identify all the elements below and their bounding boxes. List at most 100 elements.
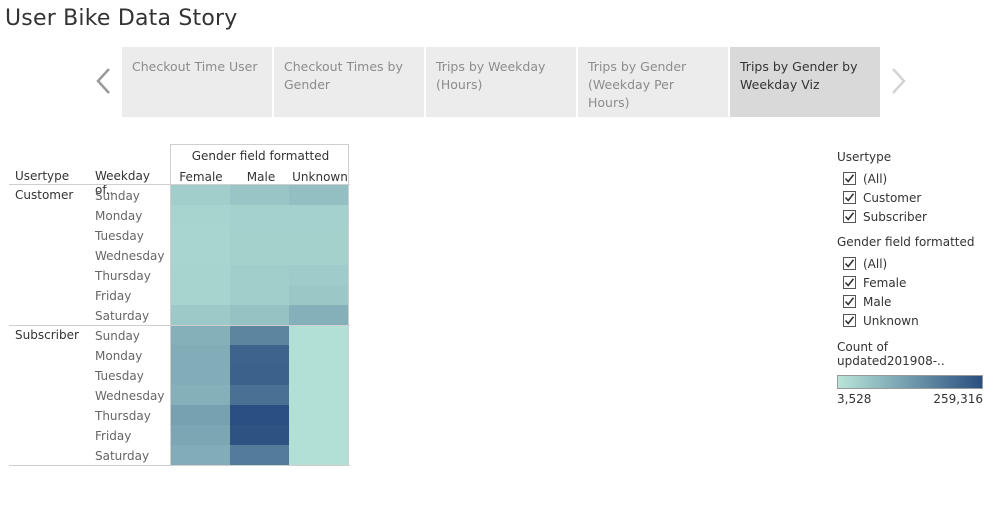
heatmap-cell[interactable] <box>230 185 289 205</box>
weekday-row-label[interactable]: Friday <box>95 429 132 443</box>
color-legend-min: 3,528 <box>837 392 872 406</box>
weekday-row-label[interactable]: Tuesday <box>95 229 144 243</box>
heatmap-cell[interactable] <box>289 245 349 265</box>
heatmap-cell[interactable] <box>230 345 289 365</box>
weekday-row-label[interactable]: Friday <box>95 289 132 303</box>
weekday-row-label[interactable]: Saturday <box>95 449 150 463</box>
heatmap-cell[interactable] <box>289 305 349 325</box>
story-tabs: Checkout Time User Checkout Times by Gend… <box>122 47 880 117</box>
row-header-weekday[interactable]: Weekday of.. <box>95 169 150 197</box>
heatmap-cell[interactable] <box>230 445 289 465</box>
gender-filter-option[interactable]: Male <box>837 292 997 311</box>
heatmap-cell[interactable] <box>170 425 230 445</box>
heatmap-cell[interactable] <box>170 245 230 265</box>
checkmark-icon <box>844 212 855 221</box>
checkbox[interactable] <box>843 191 856 204</box>
checkbox[interactable] <box>843 210 856 223</box>
heatmap-cell[interactable] <box>170 405 230 425</box>
heatmap-cell[interactable] <box>230 325 289 345</box>
heatmap-cell[interactable] <box>230 365 289 385</box>
heatmap-cell[interactable] <box>230 265 289 285</box>
weekday-row-label[interactable]: Wednesday <box>95 389 165 403</box>
heatmap-cell[interactable] <box>170 365 230 385</box>
usertype-filter-option-label: Customer <box>863 190 922 205</box>
usertype-filter-option-label: (All) <box>863 171 888 186</box>
heatmap-cell[interactable] <box>170 185 230 205</box>
story-tab-1[interactable]: Checkout Time User <box>122 47 272 117</box>
checkmark-icon <box>844 297 855 306</box>
heatmap-cell[interactable] <box>289 325 349 345</box>
column-header-female[interactable]: Female <box>179 170 223 184</box>
usertype-filter-option[interactable]: Subscriber <box>837 207 997 226</box>
weekday-row-label[interactable]: Monday <box>95 349 143 363</box>
heatmap-cell[interactable] <box>170 445 230 465</box>
heatmap-cell[interactable] <box>289 345 349 365</box>
heatmap-cell[interactable] <box>289 205 349 225</box>
checkbox[interactable] <box>843 172 856 185</box>
checkbox[interactable] <box>843 314 856 327</box>
weekday-row-label[interactable]: Sunday <box>95 329 140 343</box>
heatmap-cell[interactable] <box>170 285 230 305</box>
heatmap-cell[interactable] <box>289 365 349 385</box>
gender-filter-option[interactable]: Female <box>837 273 997 292</box>
weekday-row-label[interactable]: Thursday <box>95 269 151 283</box>
heatmap-cell[interactable] <box>289 445 349 465</box>
next-story-point-button[interactable] <box>888 66 908 96</box>
heatmap-cell[interactable] <box>170 325 230 345</box>
heatmap-cell[interactable] <box>230 405 289 425</box>
heatmap-cell[interactable] <box>230 205 289 225</box>
gender-filter-option-label: Female <box>863 275 907 290</box>
heatmap-cell[interactable] <box>170 225 230 245</box>
row-header-usertype[interactable]: Usertype <box>15 169 70 183</box>
story-tab-2[interactable]: Checkout Times by Gender <box>274 47 424 117</box>
usertype-filter-option-label: Subscriber <box>863 209 927 224</box>
previous-story-point-button[interactable] <box>94 66 114 96</box>
heatmap-cell[interactable] <box>170 205 230 225</box>
page-title: User Bike Data Story <box>5 6 238 31</box>
usertype-filter-option[interactable]: Customer <box>837 188 997 207</box>
chevron-left-icon <box>96 68 110 94</box>
story-tab-4[interactable]: Trips by Gender (Weekday Per Hours) <box>578 47 728 117</box>
heatmap-cell[interactable] <box>230 425 289 445</box>
color-legend-ramp <box>837 375 983 389</box>
usertype-filter-title: Usertype <box>837 150 892 164</box>
gender-filter-option[interactable]: (All) <box>837 254 997 273</box>
filter-panel: Usertype (All) Customer Subscriber Gender … <box>837 150 997 406</box>
heatmap-cell[interactable] <box>170 265 230 285</box>
heatmap-cell[interactable] <box>170 385 230 405</box>
heatmap-cell[interactable] <box>289 425 349 445</box>
group-divider <box>9 325 350 326</box>
weekday-row-label[interactable]: Wednesday <box>95 249 165 263</box>
checkbox[interactable] <box>843 257 856 270</box>
heatmap-cell[interactable] <box>289 225 349 245</box>
column-header-unknown[interactable]: Unknown <box>292 170 348 184</box>
usertype-row-label[interactable]: Subscriber <box>15 328 79 342</box>
weekday-row-label[interactable]: Sunday <box>95 189 140 203</box>
weekday-row-label[interactable]: Monday <box>95 209 143 223</box>
heatmap-cell[interactable] <box>230 225 289 245</box>
heatmap-cell[interactable] <box>289 405 349 425</box>
story-tab-5[interactable]: Trips by Gender by Weekday Viz <box>730 47 880 117</box>
heatmap-cell[interactable] <box>230 305 289 325</box>
gender-filter-option[interactable]: Unknown <box>837 311 997 330</box>
weekday-row-label[interactable]: Thursday <box>95 409 151 423</box>
heatmap-cell[interactable] <box>230 385 289 405</box>
checkmark-icon <box>844 193 855 202</box>
heatmap-cell[interactable] <box>170 305 230 325</box>
usertype-filter-option[interactable]: (All) <box>837 169 997 188</box>
checkbox[interactable] <box>843 276 856 289</box>
checkbox[interactable] <box>843 295 856 308</box>
weekday-row-label[interactable]: Tuesday <box>95 369 144 383</box>
heatmap-cell[interactable] <box>230 285 289 305</box>
header-divider <box>9 184 350 185</box>
story-tab-3[interactable]: Trips by Weekday (Hours) <box>426 47 576 117</box>
heatmap-cell[interactable] <box>289 185 349 205</box>
weekday-row-label[interactable]: Saturday <box>95 309 150 323</box>
heatmap-cell[interactable] <box>289 385 349 405</box>
heatmap-cell[interactable] <box>289 285 349 305</box>
usertype-row-label[interactable]: Customer <box>15 188 74 202</box>
heatmap-cell[interactable] <box>230 245 289 265</box>
column-header-male[interactable]: Male <box>246 170 276 184</box>
heatmap-cell[interactable] <box>289 265 349 285</box>
heatmap-cell[interactable] <box>170 345 230 365</box>
